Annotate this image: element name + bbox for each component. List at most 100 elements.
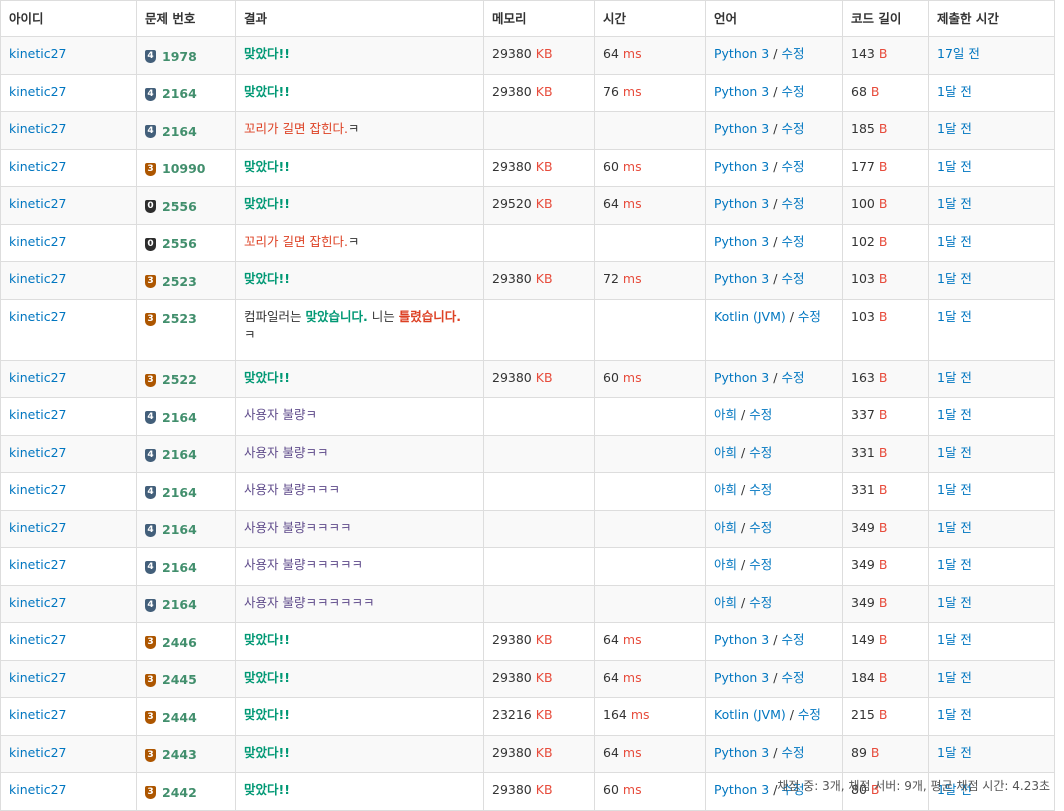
- edit-link[interactable]: 수정: [781, 271, 805, 286]
- problem-link[interactable]: 3 2523: [145, 265, 197, 299]
- language-link[interactable]: Python 3: [714, 632, 770, 647]
- problem-link[interactable]: 4 2164: [145, 77, 197, 111]
- edit-link[interactable]: 수정: [781, 369, 805, 385]
- language-link[interactable]: Kotlin (JVM): [714, 308, 786, 324]
- submitted-time-link[interactable]: 17일 전: [937, 46, 980, 61]
- problem-link[interactable]: 4 1978: [145, 40, 197, 74]
- edit-link[interactable]: 수정: [749, 482, 773, 497]
- user-id-link[interactable]: kinetic27: [9, 669, 67, 685]
- submitted-time-link[interactable]: 1달 전: [937, 158, 972, 174]
- edit-link[interactable]: 수정: [781, 83, 805, 99]
- language-link[interactable]: Python 3: [714, 669, 770, 685]
- language-link[interactable]: Python 3: [714, 782, 770, 797]
- edit-link[interactable]: 수정: [781, 233, 805, 249]
- edit-link[interactable]: 수정: [781, 121, 805, 136]
- edit-link[interactable]: 수정: [781, 46, 805, 61]
- result-label[interactable]: 사용자 불량ㅋㅋㅋㅋㅋ: [244, 557, 363, 572]
- user-id-link[interactable]: kinetic27: [9, 271, 67, 286]
- problem-link[interactable]: 4 2164: [145, 476, 197, 510]
- submitted-time-link[interactable]: 1달 전: [937, 407, 972, 422]
- result-label[interactable]: 꼬리가 길면 잡힌다.: [244, 121, 348, 136]
- submitted-time-link[interactable]: 1달 전: [937, 632, 972, 647]
- problem-link[interactable]: 0 2556: [145, 227, 197, 261]
- result-label[interactable]: 맞았다!!: [244, 271, 290, 286]
- language-link[interactable]: Python 3: [714, 744, 770, 760]
- result-label[interactable]: 맞았다!!: [244, 707, 290, 722]
- user-id-link[interactable]: kinetic27: [9, 444, 67, 460]
- submitted-time-link[interactable]: 1달 전: [937, 196, 972, 211]
- result-label[interactable]: 맞았다!!: [244, 632, 290, 647]
- problem-link[interactable]: 0 2556: [145, 190, 197, 224]
- result-label[interactable]: 맞았다!!: [244, 158, 290, 174]
- edit-link[interactable]: 수정: [797, 707, 821, 722]
- user-id-link[interactable]: kinetic27: [9, 46, 67, 61]
- submitted-time-link[interactable]: 1달 전: [937, 444, 972, 460]
- problem-link[interactable]: 4 2164: [145, 551, 197, 585]
- submitted-time-link[interactable]: 1달 전: [937, 308, 972, 324]
- result-label[interactable]: 맞았다!!: [244, 782, 290, 797]
- edit-link[interactable]: 수정: [749, 407, 773, 422]
- language-link[interactable]: 아희: [714, 482, 738, 497]
- user-id-link[interactable]: kinetic27: [9, 196, 67, 211]
- problem-link[interactable]: 4 2164: [145, 115, 197, 149]
- language-link[interactable]: Python 3: [714, 46, 770, 61]
- language-link[interactable]: Python 3: [714, 369, 770, 385]
- submitted-time-link[interactable]: 1달 전: [937, 707, 972, 722]
- user-id-link[interactable]: kinetic27: [9, 233, 67, 249]
- language-link[interactable]: Python 3: [714, 158, 770, 174]
- problem-link[interactable]: 3 2446: [145, 626, 197, 660]
- submitted-time-link[interactable]: 1달 전: [937, 744, 972, 760]
- user-id-link[interactable]: kinetic27: [9, 632, 67, 647]
- edit-link[interactable]: 수정: [749, 557, 773, 572]
- user-id-link[interactable]: kinetic27: [9, 158, 67, 174]
- edit-link[interactable]: 수정: [749, 594, 773, 610]
- edit-link[interactable]: 수정: [797, 308, 821, 324]
- user-id-link[interactable]: kinetic27: [9, 707, 67, 722]
- result-label[interactable]: 맞았다!!: [244, 744, 290, 760]
- submitted-time-link[interactable]: 1달 전: [937, 782, 972, 797]
- problem-link[interactable]: 3 2522: [145, 363, 197, 397]
- result-label[interactable]: 맞았다!!: [244, 46, 290, 61]
- language-link[interactable]: 아희: [714, 444, 738, 460]
- edit-link[interactable]: 수정: [781, 158, 805, 174]
- user-id-link[interactable]: kinetic27: [9, 369, 67, 385]
- submitted-time-link[interactable]: 1달 전: [937, 121, 972, 136]
- submitted-time-link[interactable]: 1달 전: [937, 83, 972, 99]
- submitted-time-link[interactable]: 1달 전: [937, 557, 972, 572]
- edit-link[interactable]: 수정: [781, 744, 805, 760]
- result-label[interactable]: 사용자 불량ㅋㅋ: [244, 444, 329, 460]
- user-id-link[interactable]: kinetic27: [9, 519, 67, 535]
- language-link[interactable]: Python 3: [714, 196, 770, 211]
- result-label[interactable]: 꼬리가 길면 잡힌다.: [244, 233, 348, 249]
- problem-link[interactable]: 3 2445: [145, 663, 197, 697]
- submitted-time-link[interactable]: 1달 전: [937, 233, 972, 249]
- problem-link[interactable]: 4 2164: [145, 588, 197, 622]
- problem-link[interactable]: 3 10990: [145, 152, 206, 186]
- edit-link[interactable]: 수정: [781, 782, 805, 797]
- result-label[interactable]: 맞았다!!: [244, 669, 290, 685]
- result-label[interactable]: 맞았다!!: [244, 83, 290, 99]
- user-id-link[interactable]: kinetic27: [9, 557, 67, 572]
- user-id-link[interactable]: kinetic27: [9, 121, 67, 136]
- user-id-link[interactable]: kinetic27: [9, 83, 67, 99]
- result-label[interactable]: 사용자 불량ㅋㅋㅋㅋ: [244, 519, 352, 535]
- edit-link[interactable]: 수정: [781, 669, 805, 685]
- language-link[interactable]: 아희: [714, 407, 738, 422]
- language-link[interactable]: 아희: [714, 519, 738, 535]
- user-id-link[interactable]: kinetic27: [9, 594, 67, 610]
- language-link[interactable]: Python 3: [714, 83, 770, 99]
- submitted-time-link[interactable]: 1달 전: [937, 271, 972, 286]
- result-label[interactable]: 사용자 불량ㅋㅋㅋ: [244, 482, 340, 497]
- edit-link[interactable]: 수정: [781, 632, 805, 647]
- edit-link[interactable]: 수정: [749, 519, 773, 535]
- result-label[interactable]: 사용자 불량ㅋ: [244, 407, 317, 422]
- problem-link[interactable]: 4 2164: [145, 401, 197, 435]
- user-id-link[interactable]: kinetic27: [9, 308, 67, 324]
- edit-link[interactable]: 수정: [781, 196, 805, 211]
- user-id-link[interactable]: kinetic27: [9, 744, 67, 760]
- problem-link[interactable]: 4 2164: [145, 513, 197, 547]
- problem-link[interactable]: 3 2523: [145, 302, 197, 336]
- language-link[interactable]: Kotlin (JVM): [714, 707, 786, 722]
- submitted-time-link[interactable]: 1달 전: [937, 669, 972, 685]
- user-id-link[interactable]: kinetic27: [9, 482, 67, 497]
